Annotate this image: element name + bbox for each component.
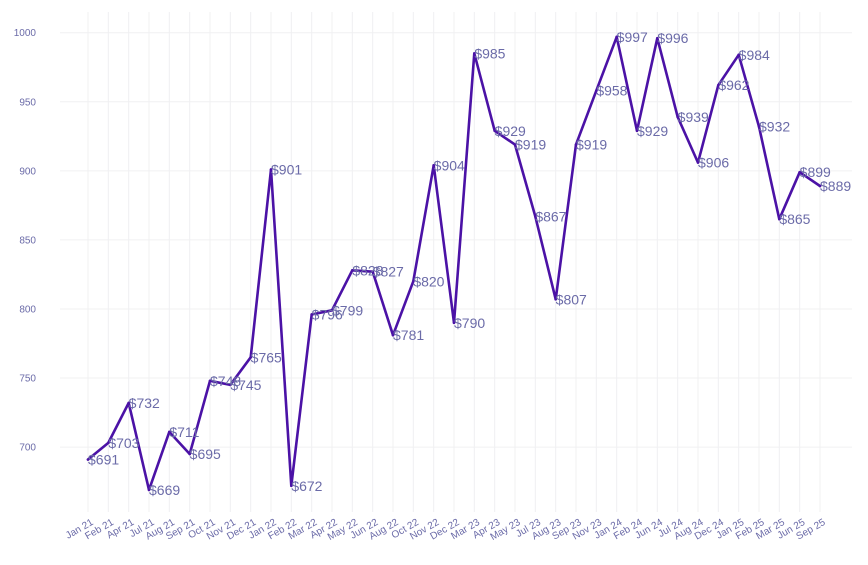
- data-label: $807: [556, 291, 587, 307]
- data-point: [798, 170, 801, 174]
- data-label: $703: [108, 435, 139, 451]
- y-tick-label: 1000: [14, 28, 37, 39]
- data-label: $827: [373, 264, 404, 280]
- data-point: [147, 488, 151, 492]
- data-point: [371, 270, 374, 273]
- data-label: $929: [637, 123, 668, 139]
- data-point: [635, 129, 639, 133]
- data-label: $906: [698, 155, 729, 171]
- data-label: $765: [251, 349, 282, 365]
- y-tick-label: 750: [19, 374, 36, 385]
- data-label: $796: [312, 306, 343, 322]
- data-point: [818, 184, 822, 188]
- data-point: [412, 280, 415, 283]
- data-point: [391, 333, 395, 337]
- data-point: [107, 441, 110, 445]
- data-point: [676, 115, 679, 119]
- data-point: [290, 484, 293, 488]
- data-point: [778, 217, 781, 221]
- data-label: $820: [413, 273, 444, 289]
- data-label: $899: [800, 164, 831, 180]
- data-point: [574, 143, 578, 146]
- y-tick-label: 950: [19, 97, 36, 108]
- data-point: [493, 129, 496, 133]
- data-point: [168, 430, 171, 434]
- data-point: [86, 458, 90, 461]
- data-points: [86, 35, 822, 492]
- data-point: [534, 215, 537, 218]
- data-label: $799: [332, 302, 363, 318]
- data-label: $984: [739, 47, 770, 63]
- data-label: $828: [352, 262, 383, 278]
- data-label: $748: [210, 373, 241, 389]
- data-point: [330, 309, 334, 312]
- data-point: [513, 143, 517, 146]
- y-tick-label: 850: [19, 235, 36, 246]
- data-label: $904: [434, 157, 465, 173]
- data-point: [696, 161, 700, 164]
- data-label: $889: [820, 178, 851, 194]
- data-point: [452, 321, 456, 325]
- data-label: $996: [657, 30, 688, 46]
- data-label: $732: [129, 395, 160, 411]
- data-label: $901: [271, 161, 302, 177]
- data-label: $958: [596, 83, 627, 99]
- data-label: $781: [393, 327, 424, 343]
- data-point: [310, 313, 313, 316]
- data-labels: $691$703 $732 $669 $711 $695 $748$745 $765 $901…: [88, 29, 851, 498]
- data-point: [249, 356, 252, 359]
- data-label: $669: [149, 482, 180, 498]
- y-tick-label: 900: [19, 166, 36, 177]
- data-point: [595, 89, 598, 93]
- y-tick-label: 800: [19, 304, 36, 315]
- data-label: $745: [230, 377, 261, 393]
- data-point: [208, 379, 212, 383]
- data-point: [554, 297, 557, 301]
- data-point: [717, 83, 720, 87]
- data-label: $867: [535, 208, 566, 224]
- data-label: $695: [190, 446, 221, 462]
- data-point: [737, 53, 740, 57]
- data-point: [351, 268, 354, 272]
- data-label: $919: [576, 137, 607, 153]
- data-point: [127, 401, 130, 405]
- data-label: $865: [779, 211, 810, 227]
- data-label: $919: [515, 137, 546, 153]
- data-label: $932: [759, 119, 790, 135]
- data-point: [757, 125, 761, 128]
- data-label: $790: [454, 315, 485, 331]
- data-label: $672: [291, 478, 322, 494]
- data-label: $939: [678, 109, 709, 125]
- data-point: [269, 168, 273, 171]
- data-point: [432, 164, 435, 167]
- data-point: [188, 452, 191, 456]
- grid: [60, 12, 852, 512]
- data-label: $985: [474, 45, 505, 61]
- data-point: [615, 35, 618, 39]
- data-label: $962: [718, 77, 749, 93]
- data-label: $997: [617, 29, 648, 45]
- data-point: [656, 36, 659, 40]
- data-point: [229, 383, 232, 387]
- data-point: [473, 52, 476, 55]
- data-label: $711: [169, 424, 199, 440]
- data-label: $929: [495, 123, 526, 139]
- y-tick-label: 700: [19, 443, 36, 454]
- data-label: $691: [88, 452, 119, 468]
- y-axis: 700 750 800 850 900 950 1000: [14, 28, 37, 453]
